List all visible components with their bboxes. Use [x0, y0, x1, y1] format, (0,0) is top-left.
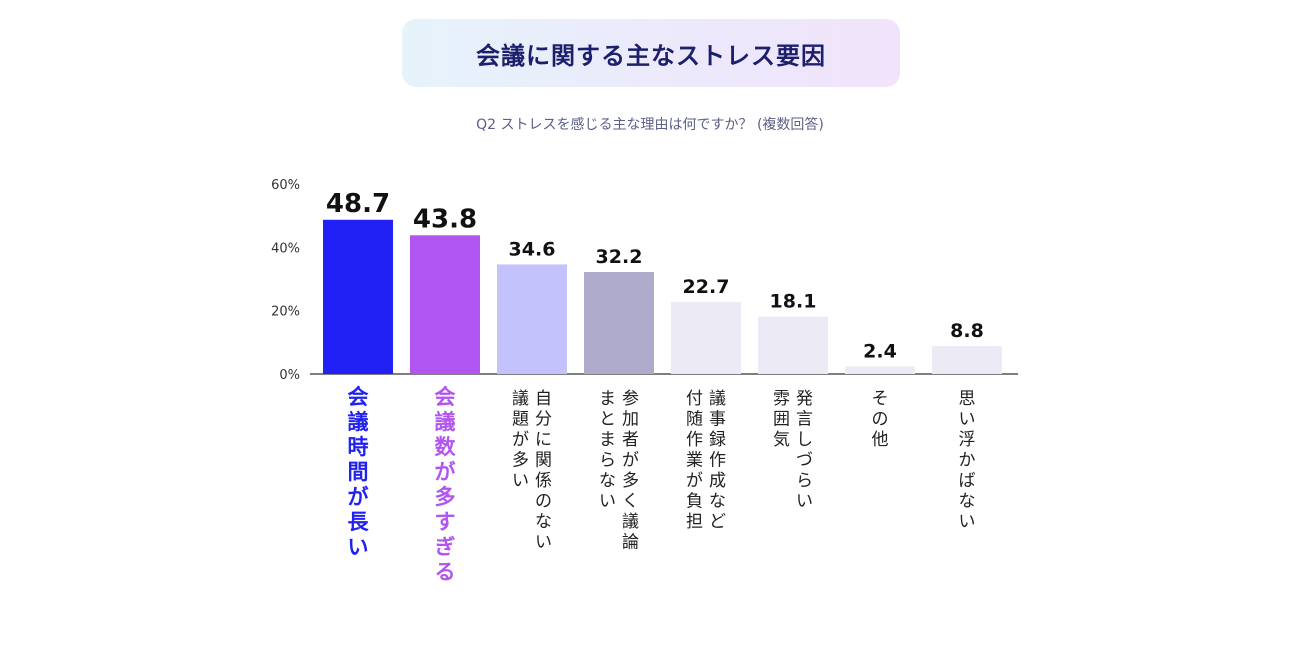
- category-label-char: 議: [709, 389, 726, 409]
- category-label-char: い: [599, 492, 616, 512]
- bar: [932, 346, 1002, 374]
- y-tick-label: 60%: [271, 178, 300, 193]
- category-label-char: 囲: [773, 410, 790, 430]
- data-label: 34.6: [509, 238, 556, 260]
- category-label-char: 議: [512, 389, 529, 409]
- category-label-char: 時: [348, 435, 369, 459]
- category-label-char: の: [535, 492, 552, 512]
- category-label-char: 間: [348, 460, 369, 484]
- category-label-char: 雰: [773, 389, 790, 409]
- category-label-char: 論: [622, 533, 639, 553]
- category-label-char: 負: [686, 492, 703, 512]
- category-label-char: 多: [435, 485, 456, 509]
- category-label-char: ま: [599, 389, 616, 409]
- data-label: 22.7: [683, 276, 730, 298]
- category-label-char: ど: [709, 512, 726, 532]
- category-label-char: が: [512, 430, 529, 450]
- data-label: 43.8: [413, 204, 477, 234]
- category-label-char: 他: [872, 430, 889, 450]
- category-label-char: 自: [535, 389, 552, 409]
- chart-title: 会議に関する主なストレス要因: [476, 41, 826, 70]
- category-label-char: 成: [709, 471, 726, 491]
- category-label-char: 事: [709, 410, 726, 430]
- y-tick-label: 20%: [271, 305, 300, 320]
- category-label-char: く: [622, 492, 639, 512]
- chart-subtitle: Q2 ストレスを感じる主な理由は何ですか？ (複数回答): [476, 117, 824, 133]
- data-label: 8.8: [950, 320, 984, 342]
- category-label-char: 長: [348, 510, 370, 534]
- chart-title-banner: 会議に関する主なストレス要因: [402, 19, 900, 87]
- category-label-char: な: [599, 471, 616, 491]
- category-label-char: い: [535, 533, 552, 553]
- category-label-char: 作: [709, 451, 726, 471]
- category-label-char: 関: [535, 451, 552, 471]
- category-label-char: な: [535, 512, 552, 532]
- category-label-char: る: [435, 560, 456, 584]
- category-label-char: 気: [773, 430, 790, 450]
- category-label-char: の: [872, 410, 889, 430]
- category-label-char: し: [796, 430, 813, 450]
- category-label-char: い: [512, 471, 529, 491]
- category-label-char: 会: [348, 385, 369, 409]
- category-label-char: が: [435, 460, 456, 484]
- y-tick-label: 40%: [271, 241, 300, 256]
- y-tick-label: 0%: [279, 368, 300, 383]
- category-label-char: ば: [959, 471, 976, 491]
- bar: [410, 235, 480, 374]
- category-label-char: な: [959, 492, 976, 512]
- category-label-char: そ: [872, 389, 889, 409]
- category-label-char: 分: [535, 410, 552, 430]
- category-label-char: 言: [796, 410, 813, 430]
- category-label-char: と: [599, 410, 616, 430]
- category-label-char: 多: [512, 451, 529, 471]
- category-label-char: に: [535, 430, 552, 450]
- data-label: 48.7: [326, 189, 390, 219]
- category-label-char: 題: [512, 410, 529, 430]
- category-label-char: 発: [796, 389, 813, 409]
- category-label-char: 付: [686, 389, 703, 409]
- bar: [845, 366, 915, 374]
- category-label-char: ら: [796, 471, 813, 491]
- category-label-char: 録: [709, 430, 726, 450]
- category-label-char: い: [959, 410, 976, 430]
- category-label-char: 担: [686, 512, 703, 532]
- category-label-char: 業: [686, 451, 703, 471]
- category-label-char: 参: [622, 389, 639, 409]
- category-label-char: な: [709, 492, 726, 512]
- category-label-char: 随: [686, 410, 703, 430]
- category-label-char: ま: [599, 430, 616, 450]
- category-label-char: ら: [599, 451, 616, 471]
- data-label: 2.4: [863, 340, 897, 362]
- bar: [671, 302, 741, 374]
- category-label-char: が: [622, 451, 639, 471]
- category-label-char: 思: [959, 389, 976, 409]
- category-label-char: 者: [622, 430, 639, 450]
- bar: [758, 316, 828, 374]
- category-label-char: づ: [796, 451, 813, 471]
- category-label-char: す: [435, 510, 456, 534]
- category-label-char: 加: [622, 410, 639, 430]
- category-label-char: 議: [348, 410, 369, 434]
- category-label-char: 議: [435, 410, 456, 434]
- category-label-char: か: [959, 451, 976, 471]
- data-label: 32.2: [596, 246, 643, 268]
- category-label-char: が: [686, 471, 703, 491]
- bar: [584, 272, 654, 374]
- category-label-char: 作: [686, 430, 703, 450]
- category-label-char: い: [959, 512, 976, 532]
- category-label-char: ぎ: [435, 535, 456, 559]
- category-label-char: い: [796, 492, 813, 512]
- data-label: 18.1: [770, 291, 817, 313]
- category-label-char: 数: [435, 435, 457, 459]
- category-label-char: 会: [435, 385, 456, 409]
- category-label-char: が: [348, 485, 369, 509]
- bar: [323, 219, 393, 374]
- category-label-char: 議: [622, 512, 639, 532]
- bar: [497, 264, 567, 374]
- category-label-char: 係: [535, 471, 552, 491]
- category-label-char: 多: [622, 471, 639, 491]
- category-label-char: 浮: [959, 430, 976, 450]
- category-label-char: い: [348, 535, 369, 559]
